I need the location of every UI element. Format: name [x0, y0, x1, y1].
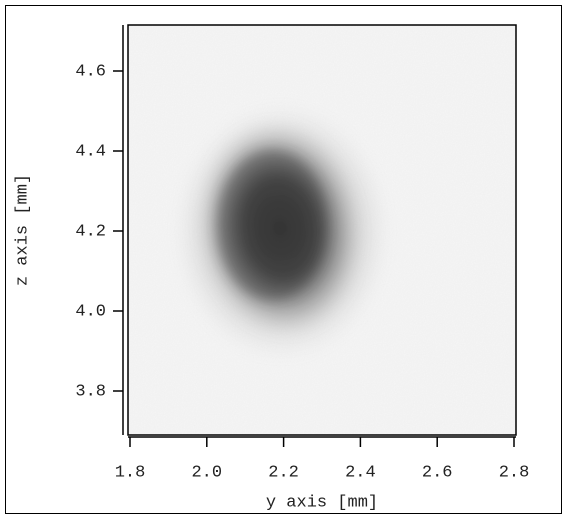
- x-tick-label: 2.2: [268, 463, 299, 482]
- y-tick-label: 4.6: [75, 62, 106, 81]
- heatmap-image: [128, 25, 516, 435]
- y-tick-label: 4.0: [75, 302, 106, 321]
- x-tick-label: 2.0: [191, 463, 222, 482]
- plot-frame: [127, 24, 517, 436]
- y-tick-label: 4.2: [75, 222, 106, 241]
- x-tick-label: 1.8: [115, 463, 146, 482]
- y-axis-label: z axis [mm]: [13, 174, 32, 286]
- x-tick-label: 2.8: [499, 463, 530, 482]
- y-tick-label: 4.4: [75, 142, 106, 161]
- y-tick-label: 3.8: [75, 382, 106, 401]
- x-tick-label: 2.4: [345, 463, 376, 482]
- x-axis-label: y axis [mm]: [266, 493, 378, 512]
- x-tick-label: 2.6: [422, 463, 453, 482]
